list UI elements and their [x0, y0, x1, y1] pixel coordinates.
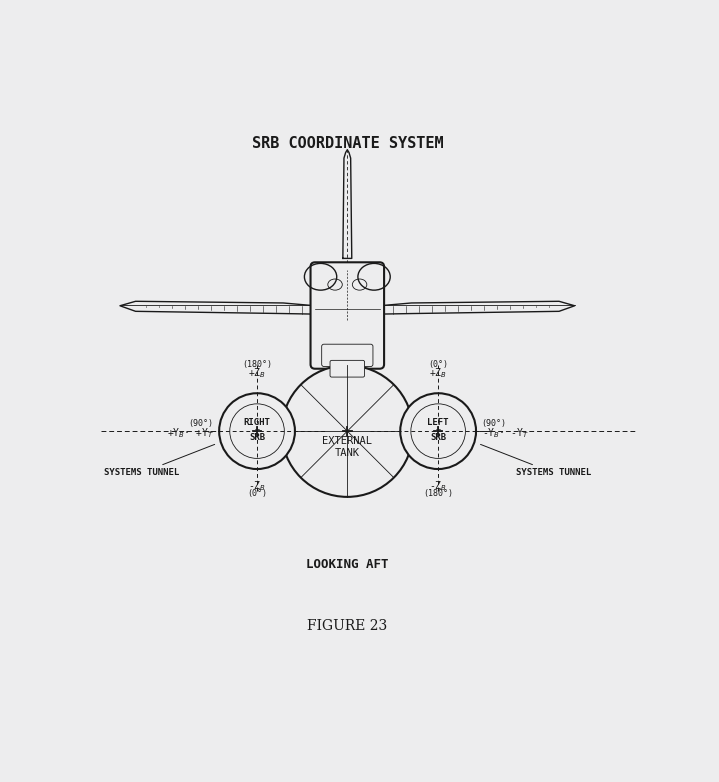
Text: (0°): (0°)	[247, 489, 267, 498]
Text: FIGURE 23: FIGURE 23	[307, 619, 388, 633]
Text: SRB: SRB	[249, 433, 265, 443]
Text: (90°): (90°)	[188, 419, 214, 428]
Text: +Z$_B$: +Z$_B$	[248, 366, 266, 380]
Circle shape	[400, 393, 476, 469]
Text: -Z$_B$: -Z$_B$	[248, 479, 266, 493]
Text: RIGHT: RIGHT	[244, 418, 270, 427]
Text: LOOKING AFT: LOOKING AFT	[306, 558, 388, 572]
FancyBboxPatch shape	[330, 361, 365, 377]
Text: +: +	[255, 425, 260, 434]
Text: (0°): (0°)	[428, 361, 448, 369]
Text: SYSTEMS TUNNEL: SYSTEMS TUNNEL	[480, 444, 591, 478]
Text: SRB COORDINATE SYSTEM: SRB COORDINATE SYSTEM	[252, 136, 443, 151]
Text: TANK: TANK	[335, 448, 360, 458]
Text: (180°): (180°)	[242, 361, 272, 369]
Text: LEFT: LEFT	[427, 418, 449, 427]
Text: EXTERNAL: EXTERNAL	[322, 436, 372, 447]
Text: -Z$_B$: -Z$_B$	[429, 479, 447, 493]
Text: -Y$_B$· -Y$_T$: -Y$_B$· -Y$_T$	[482, 426, 528, 440]
Text: (180°): (180°)	[423, 489, 453, 498]
Text: (90°): (90°)	[482, 419, 507, 428]
Circle shape	[282, 365, 413, 497]
Text: +Y$_B$· +Y$_T$: +Y$_B$· +Y$_T$	[167, 426, 214, 440]
Text: SRB: SRB	[430, 433, 446, 443]
FancyBboxPatch shape	[321, 344, 373, 367]
Text: SYSTEMS TUNNEL: SYSTEMS TUNNEL	[104, 444, 215, 478]
Text: +: +	[436, 425, 441, 434]
FancyBboxPatch shape	[311, 262, 384, 369]
Circle shape	[219, 393, 295, 469]
Text: +Z$_B$: +Z$_B$	[429, 366, 447, 380]
